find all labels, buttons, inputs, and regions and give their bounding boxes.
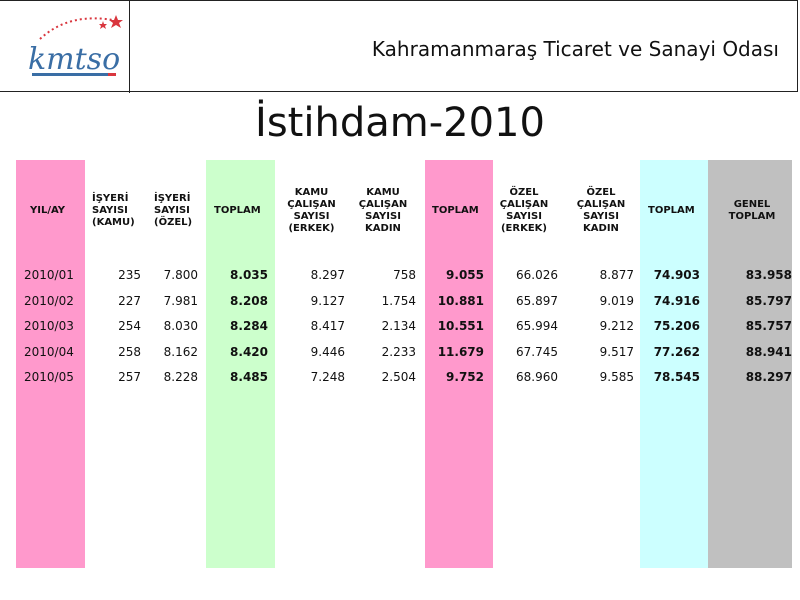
- table-cell: 67.745: [516, 345, 558, 359]
- table-cell: 78.545: [653, 370, 700, 384]
- table-cell: 8.228: [163, 370, 198, 384]
- table-cell: 7.248: [310, 370, 345, 384]
- column-stripe-cyan: [640, 160, 708, 568]
- table-cell: 11.679: [437, 345, 484, 359]
- table-cell: 77.262: [653, 345, 700, 359]
- column-header: KAMU ÇALIŞAN SAYISI (ERKEK): [287, 187, 336, 234]
- column-header: TOPLAM: [432, 205, 479, 216]
- table-cell: 2.504: [381, 370, 416, 384]
- table-cell: 7.981: [163, 294, 198, 308]
- table-cell: 10.881: [437, 294, 484, 308]
- table-cell: 235: [118, 268, 141, 282]
- table-cell: 758: [393, 268, 416, 282]
- table-cell: 257: [118, 370, 141, 384]
- slide-title: İstihdam-2010: [255, 100, 545, 146]
- table-cell: 9.446: [310, 345, 345, 359]
- column-header: GENEL TOPLAM: [728, 199, 776, 222]
- table-cell: 8.485: [230, 370, 268, 384]
- column-header: TOPLAM: [648, 205, 695, 216]
- table-cell: 9.585: [599, 370, 634, 384]
- row-period: 2010/02: [24, 294, 74, 308]
- table-cell: 8.420: [230, 345, 268, 359]
- slide-header: kmtso Kahramanmaraş Ticaret ve Sanayi Od…: [0, 0, 798, 93]
- organization-name: Kahramanmaraş Ticaret ve Sanayi Odası: [371, 37, 779, 61]
- kmtso-logo-icon: kmtso: [28, 15, 123, 77]
- table-cell: 7.800: [163, 268, 198, 282]
- table-cell: 8.030: [163, 319, 198, 333]
- table-cell: 85.797: [745, 294, 792, 308]
- table-cell: 75.206: [653, 319, 700, 333]
- column-header: TOPLAM: [214, 205, 261, 216]
- row-period: 2010/04: [24, 345, 74, 359]
- table-cell: 2.233: [381, 345, 416, 359]
- table-cell: 9.055: [446, 268, 484, 282]
- table-cell: 1.754: [381, 294, 416, 308]
- column-header: ÖZEL ÇALIŞAN SAYISI (ERKEK): [499, 187, 549, 234]
- table-cell: 9.212: [599, 319, 634, 333]
- table-cell: 8.162: [163, 345, 198, 359]
- row-period: 2010/01: [24, 268, 74, 282]
- table-cell: 88.941: [745, 345, 792, 359]
- table-cell: 9.019: [599, 294, 634, 308]
- table-cell: 74.916: [653, 294, 700, 308]
- table-cell: 8.208: [230, 294, 268, 308]
- table-cell: 8.035: [230, 268, 268, 282]
- table-cell: 65.897: [516, 294, 558, 308]
- logo: kmtso: [0, 1, 130, 93]
- column-stripe-pink: [16, 160, 85, 568]
- table-cell: 10.551: [437, 319, 484, 333]
- svg-text:kmtso: kmtso: [28, 42, 120, 77]
- row-period: 2010/05: [24, 370, 74, 384]
- table-cell: 74.903: [653, 268, 700, 282]
- column-stripe-gray: [708, 160, 792, 568]
- table-cell: 8.877: [599, 268, 634, 282]
- column-stripe-green: [206, 160, 275, 568]
- row-period: 2010/03: [24, 319, 74, 333]
- column-header: İŞYERİ SAYISI (KAMU): [92, 193, 135, 228]
- table-cell: 254: [118, 319, 141, 333]
- table-cell: 8.297: [310, 268, 345, 282]
- column-header: YIL/AY: [30, 205, 66, 216]
- table-cell: 8.417: [310, 319, 345, 333]
- table-cell: 227: [118, 294, 141, 308]
- column-header: KAMU ÇALIŞAN SAYISI KADIN: [358, 187, 408, 234]
- table-cell: 9.127: [310, 294, 345, 308]
- table-cell: 83.958: [745, 268, 792, 282]
- column-stripe-pink: [425, 160, 493, 568]
- table-cell: 68.960: [516, 370, 558, 384]
- column-header: İŞYERİ SAYISI (ÖZEL): [154, 193, 193, 228]
- table-cell: 9.752: [446, 370, 484, 384]
- table-cell: 85.757: [745, 319, 792, 333]
- table-cell: 2.134: [381, 319, 416, 333]
- table-cell: 258: [118, 345, 141, 359]
- column-header: ÖZEL ÇALIŞAN SAYISI KADIN: [576, 187, 626, 234]
- table-cell: 88.297: [745, 370, 792, 384]
- table-cell: 65.994: [516, 319, 558, 333]
- table-cell: 8.284: [230, 319, 268, 333]
- table-cell: 9.517: [599, 345, 634, 359]
- table-cell: 66.026: [516, 268, 558, 282]
